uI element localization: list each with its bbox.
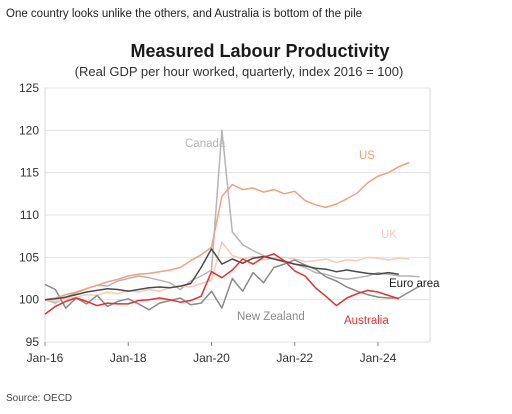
- chart-title: Measured Labour Productivity: [130, 41, 389, 61]
- x-tick-label: Jan-24: [360, 351, 397, 365]
- y-tick-label: 105: [19, 250, 39, 264]
- y-tick-label: 125: [19, 81, 39, 95]
- source-note: Source: OECD: [6, 393, 73, 404]
- y-tick-label: 115: [20, 166, 39, 180]
- y-tick-label: 120: [19, 123, 39, 137]
- y-tick-label: 110: [20, 208, 39, 222]
- y-axis: 95 100 105 110 115 120 125: [19, 81, 39, 349]
- series-line-canada: [44, 129, 420, 304]
- chart-subtitle: (Real GDP per hour worked, quarterly, in…: [75, 64, 404, 79]
- x-axis: Jan-16 Jan-18 Jan-20 Jan-22 Jan-24: [27, 342, 397, 365]
- y-tick-label: 95: [26, 335, 40, 349]
- x-tick-label: Jan-18: [110, 351, 147, 365]
- series-line-uk: [44, 241, 410, 303]
- series-line-new-zealand: [44, 259, 420, 311]
- series-label-euro-area: Euro area: [389, 278, 440, 290]
- series-line-us: [44, 161, 410, 301]
- headline: One country looks unlike the others, and…: [6, 8, 363, 20]
- x-tick-label: Jan-22: [276, 351, 313, 365]
- x-tick-label: Jan-16: [27, 351, 64, 365]
- series-line-euro-area: [44, 248, 399, 301]
- series-lines: [44, 129, 420, 315]
- series-labels: Canada US UK Euro area New Zealand Australia: [185, 138, 440, 327]
- series-label-us: US: [359, 150, 375, 162]
- series-label-australia: Australia: [344, 315, 389, 327]
- y-tick-label: 100: [19, 293, 39, 307]
- series-line-australia: [44, 253, 400, 315]
- series-label-uk: UK: [381, 229, 397, 241]
- series-label-canada: Canada: [185, 138, 226, 150]
- x-tick-label: Jan-20: [193, 351, 230, 365]
- series-label-new-zealand: New Zealand: [237, 311, 305, 323]
